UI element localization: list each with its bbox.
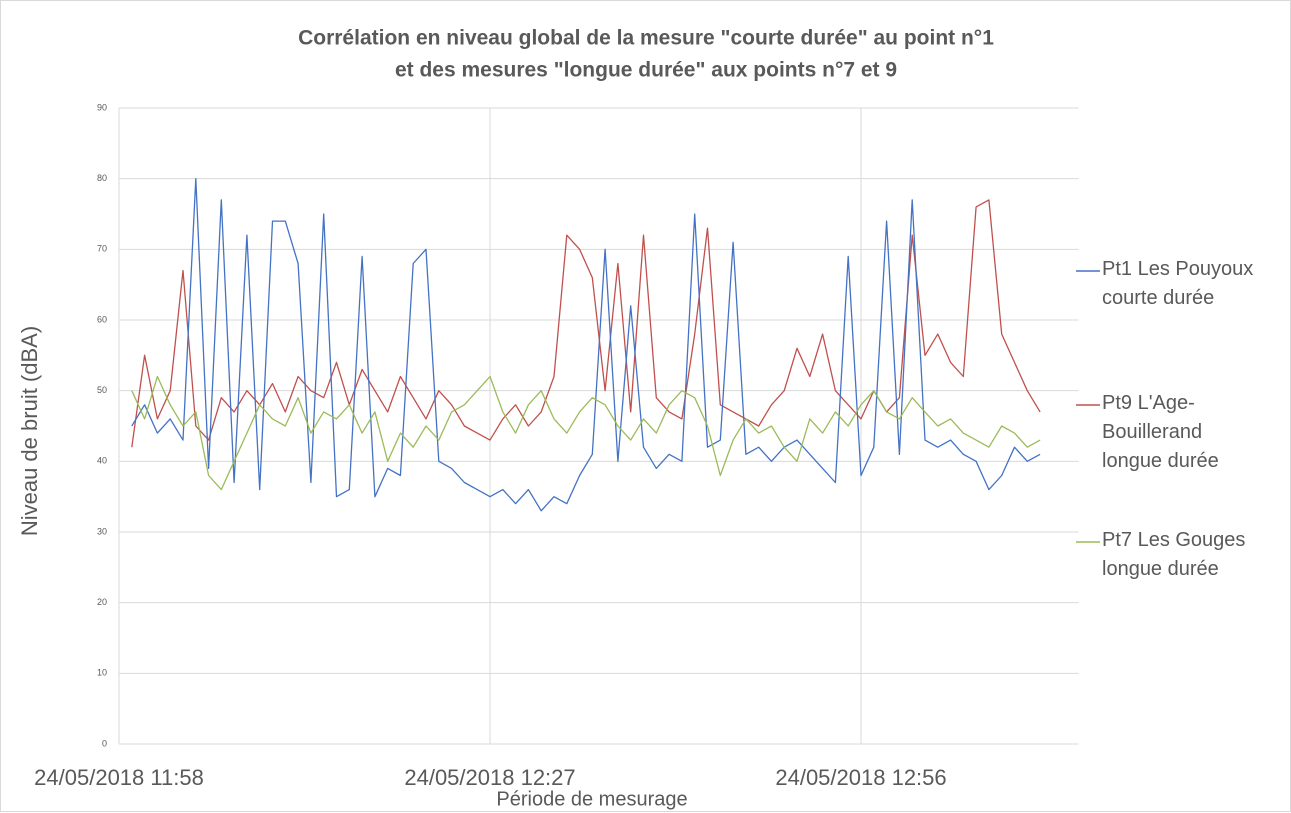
- x-tick-label: 24/05/2018 12:27: [404, 765, 575, 790]
- y-tick-label: 0: [102, 738, 107, 748]
- y-tick-label: 50: [97, 385, 107, 395]
- y-tick-label: 90: [97, 102, 107, 112]
- series-line: [131, 199, 1041, 448]
- y-axis-title: Niveau de bruit (dBA): [17, 326, 42, 536]
- legend-label: Pt9 L'Age-Bouillerand longue durée: [1102, 392, 1219, 472]
- legend-label: Pt1 Les Pouyoux courte durée: [1102, 258, 1254, 309]
- legend-label: Pt7 Les Gouges longue durée: [1102, 529, 1246, 580]
- x-tick-label: 24/05/2018 12:56: [775, 765, 946, 790]
- y-tick-label: 10: [97, 668, 107, 678]
- y-tick-label: 40: [97, 456, 107, 466]
- series-line: [131, 178, 1041, 512]
- y-tick-label: 30: [97, 526, 107, 536]
- x-axis-title: Période de mesurage: [496, 788, 687, 810]
- y-tick-label: 60: [97, 314, 107, 324]
- y-tick-label: 80: [97, 173, 107, 183]
- series-line: [131, 375, 1041, 491]
- y-tick-label: 70: [97, 244, 107, 254]
- x-tick-label: 24/05/2018 11:58: [34, 765, 204, 790]
- y-tick-label: 20: [97, 597, 107, 607]
- chart-title: et des mesures "longue durée" aux points…: [395, 59, 897, 82]
- chart-title: Corrélation en niveau global de la mesur…: [298, 27, 994, 50]
